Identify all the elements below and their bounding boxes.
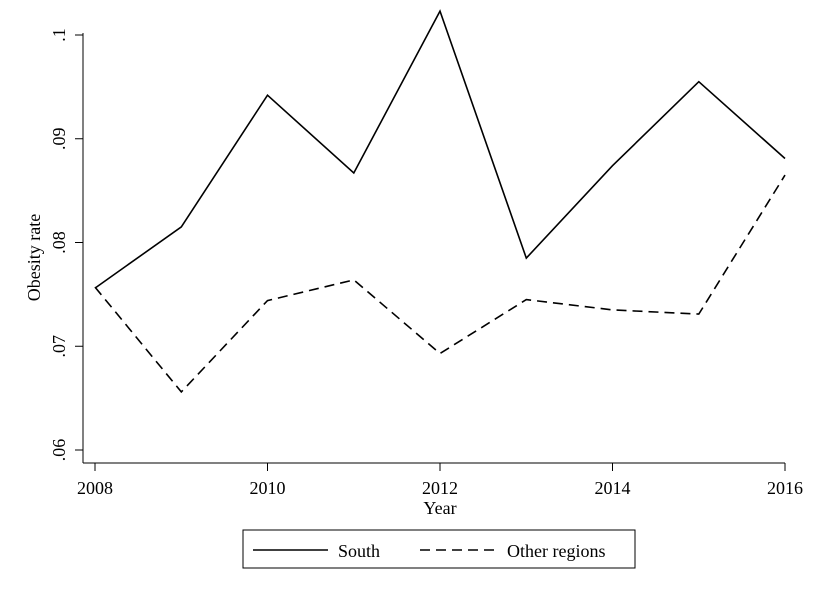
legend-label-south: South [338, 541, 380, 561]
axes [82, 33, 785, 464]
x-tick-label: 2010 [250, 478, 286, 498]
x-tick-label: 2016 [767, 478, 803, 498]
y-tick-label: .08 [49, 231, 69, 254]
y-tick-label: .09 [49, 128, 69, 151]
series-line-other-regions [94, 174, 786, 394]
legend-label-other-regions: Other regions [507, 541, 605, 561]
series-line-south [94, 9, 786, 289]
y-axis-title: Obesity rate [24, 214, 44, 301]
x-tick-label: 2014 [595, 478, 631, 498]
y-tick-label: .06 [49, 439, 69, 462]
x-tick-label: 2008 [77, 478, 113, 498]
y-tick-label: .1 [49, 28, 69, 42]
legend-box [242, 529, 636, 569]
series-layer [94, 9, 786, 394]
x-tick-label: 2012 [422, 478, 458, 498]
tick-marks: 2008 2010 2012 2014 2016 .06 .07 .08 .09 .1 [49, 28, 803, 498]
legend: South Other regions [242, 529, 636, 569]
x-axis-title: Year [423, 498, 456, 518]
y-tick-label: .07 [49, 335, 69, 358]
